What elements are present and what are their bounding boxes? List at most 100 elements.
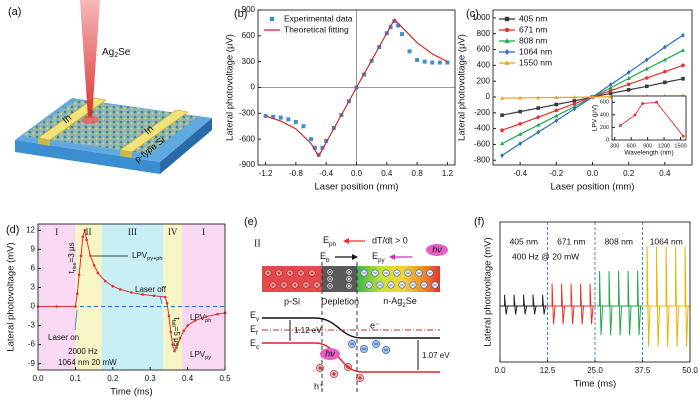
- plot-frame: [499, 221, 691, 363]
- marker: [554, 113, 559, 118]
- panel-label: (b): [234, 8, 247, 20]
- marker: [518, 109, 522, 114]
- band-text-sub: 2: [402, 302, 406, 309]
- marker: [536, 122, 541, 127]
- x-tick-label: -0.4: [513, 169, 527, 178]
- series-line: [38, 230, 226, 353]
- series-line: [265, 18, 448, 158]
- band-text-tail: Se: [406, 296, 417, 306]
- band-edge: [262, 317, 440, 339]
- spike: [532, 294, 537, 315]
- marker: [169, 330, 173, 334]
- plot-frame: [611, 95, 687, 141]
- y-tick-label: -200: [474, 108, 491, 117]
- y-tick-label: 400: [477, 60, 491, 69]
- band-text: Epy: [372, 251, 386, 264]
- panel-label: (a): [8, 6, 21, 18]
- panel-label: (d): [6, 224, 19, 236]
- electrode: [119, 109, 189, 153]
- spike: [646, 246, 651, 347]
- marker: [407, 49, 412, 54]
- spike: [637, 270, 642, 336]
- marker: [130, 291, 133, 294]
- x-tick-label: 0.0: [587, 169, 599, 178]
- marker: [504, 27, 510, 33]
- annotation-sub: ph: [205, 318, 211, 324]
- band-text: p-Si: [284, 296, 300, 306]
- y-axis-label: LPV (μV): [592, 105, 599, 132]
- spike: [513, 294, 518, 315]
- marker: [572, 94, 577, 99]
- spike: [580, 283, 585, 325]
- plot-frame: [37, 223, 226, 371]
- marker: [55, 305, 58, 308]
- x-axis-label: Wavelength (nm): [624, 150, 673, 157]
- annotation-main: LPV: [190, 313, 206, 322]
- x-tick-label: -1.2: [259, 169, 273, 178]
- marker: [309, 137, 314, 142]
- annotation-main: LPV: [132, 251, 148, 260]
- legend-label: 1550 nm: [519, 57, 552, 67]
- tip-label-sub: 2: [114, 52, 118, 59]
- marker: [536, 115, 541, 119]
- marker: [504, 38, 510, 43]
- x-tick-label: 600: [627, 143, 636, 149]
- tip-label-tail: Se: [118, 47, 131, 58]
- marker: [81, 235, 85, 238]
- x-tick-label: 0.0: [32, 374, 44, 383]
- y-tick-label: 400: [600, 112, 609, 118]
- band-text-main: n-Ag: [383, 296, 402, 306]
- band-text: Eb: [320, 251, 330, 264]
- y-tick-label: 3: [31, 283, 36, 292]
- x-tick-label: 0.4: [381, 169, 393, 178]
- band-text-sub: v: [256, 316, 260, 323]
- x-tick-label: 0.0: [351, 169, 363, 178]
- region-label: III: [128, 227, 137, 237]
- y-tick-label: 9: [31, 245, 36, 254]
- region: [181, 224, 225, 370]
- y-axis-label: Lateral photovoltage (μV): [225, 34, 236, 141]
- marker: [141, 293, 145, 296]
- marker: [681, 63, 685, 68]
- y-tick-label: -300: [239, 108, 256, 117]
- marker: [399, 32, 404, 37]
- y-tick-label: 12: [26, 225, 35, 234]
- marker: [205, 315, 208, 318]
- y-tick-label: -600: [474, 140, 491, 149]
- marker: [644, 57, 649, 63]
- marker: [85, 238, 88, 242]
- annotation-sub: fall: [170, 320, 176, 327]
- marker: [518, 95, 523, 100]
- x-axis-label: Laser position (mm): [315, 182, 399, 193]
- annotation-main: LPV: [190, 350, 206, 359]
- marker: [182, 329, 186, 332]
- spike: [665, 246, 670, 347]
- marker: [216, 312, 219, 316]
- band-text-sub: ph: [329, 241, 337, 248]
- substrate-front: [15, 140, 160, 174]
- legend-label: Theoretical fitting: [284, 24, 349, 34]
- y-tick-label: -400: [474, 124, 491, 133]
- marker: [152, 294, 156, 298]
- band-text-sub: c: [256, 344, 259, 351]
- x-tick-label: -0.8: [289, 169, 303, 178]
- spike: [684, 246, 689, 347]
- y-tick-label: 1000: [472, 13, 490, 22]
- band-text: Eph: [323, 235, 337, 248]
- electrode-side: [38, 138, 50, 146]
- marker: [500, 113, 504, 117]
- marker: [626, 88, 631, 92]
- legend-label: 405 nm: [519, 13, 547, 23]
- marker: [293, 119, 298, 124]
- marker: [286, 117, 291, 122]
- marker: [608, 91, 613, 96]
- band-text-main: E: [250, 324, 256, 334]
- x-axis-label: Time (ms): [110, 387, 152, 398]
- x-tick-label: 25.0: [587, 366, 603, 375]
- band-text: dT/dt > 0: [372, 235, 408, 245]
- x-axis-label: Laser position (mm): [551, 182, 635, 193]
- region-label: IV: [168, 227, 178, 237]
- x-tick-label: 300: [610, 143, 619, 149]
- spike: [570, 283, 575, 325]
- y-axis-label: Lateral photovoltage (mV): [6, 242, 17, 351]
